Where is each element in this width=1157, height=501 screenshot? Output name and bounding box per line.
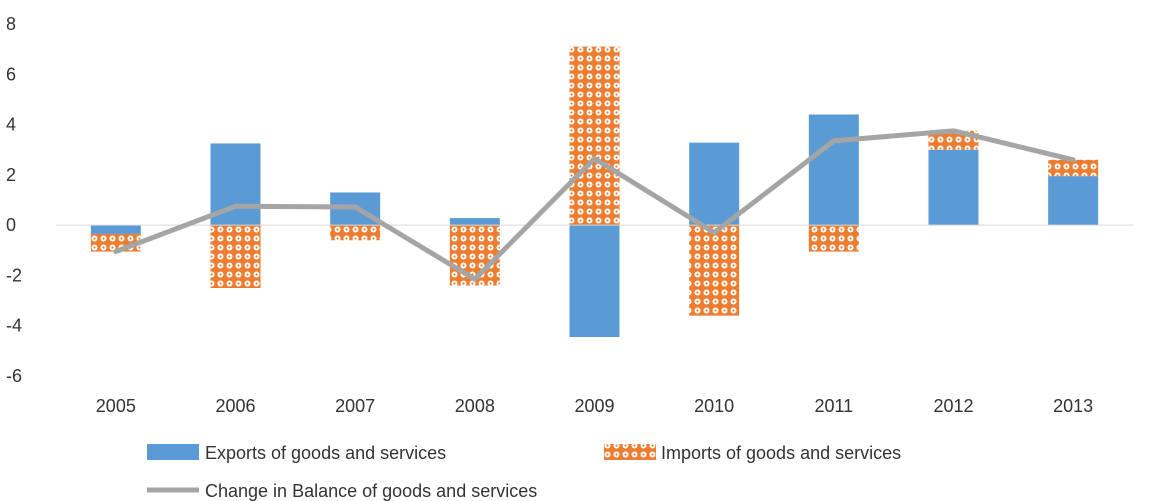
x-axis: 2005 2006 2007 2008 2009 2010 2011 2012 2013 xyxy=(96,396,1093,416)
exports-bar xyxy=(569,225,620,338)
x-tick-label: 2009 xyxy=(574,396,614,416)
legend-swatch-imports xyxy=(604,444,656,460)
x-tick-label: 2011 xyxy=(814,396,853,416)
y-tick-label: 8 xyxy=(6,14,16,34)
y-tick-label: 0 xyxy=(6,215,16,235)
y-axis: -6 -4 -2 0 2 4 6 8 xyxy=(6,14,22,386)
y-tick-label: 4 xyxy=(6,115,16,135)
y-tick-label: -2 xyxy=(6,265,22,285)
legend-label-balance: Change in Balance of goods and services xyxy=(205,481,537,501)
y-tick-label: 2 xyxy=(6,165,16,185)
exports-bar xyxy=(90,225,141,234)
x-tick-label: 2005 xyxy=(96,396,136,416)
x-tick-label: 2013 xyxy=(1053,396,1093,416)
legend-label-imports: Imports of goods and services xyxy=(661,443,901,463)
imports-bar xyxy=(808,225,859,252)
line-series xyxy=(113,128,1076,282)
balance-line xyxy=(113,128,1076,282)
y-tick-label: -6 xyxy=(6,366,22,386)
exports-bar xyxy=(1048,176,1099,226)
legend-swatch-exports xyxy=(147,444,199,460)
x-tick-label: 2007 xyxy=(335,396,375,416)
imports-bar xyxy=(449,225,500,286)
exports-bar xyxy=(928,149,979,226)
bars xyxy=(90,46,1099,338)
y-tick-label: -4 xyxy=(6,316,22,336)
x-tick-label: 2008 xyxy=(455,396,495,416)
imports-bar xyxy=(210,225,261,288)
exports-bar xyxy=(808,114,859,226)
x-tick-label: 2012 xyxy=(933,396,973,416)
legend: Exports of goods and services Imports of… xyxy=(147,443,901,501)
exports-bar xyxy=(689,142,740,226)
imports-bar xyxy=(330,225,381,241)
x-tick-label: 2006 xyxy=(215,396,255,416)
imports-bar xyxy=(689,225,740,316)
legend-label-exports: Exports of goods and services xyxy=(205,443,446,463)
imports-bar xyxy=(569,46,620,226)
x-tick-label: 2010 xyxy=(694,396,734,416)
y-tick-label: 6 xyxy=(6,64,16,84)
exports-bar xyxy=(449,218,500,226)
imports-bar xyxy=(1048,159,1099,177)
